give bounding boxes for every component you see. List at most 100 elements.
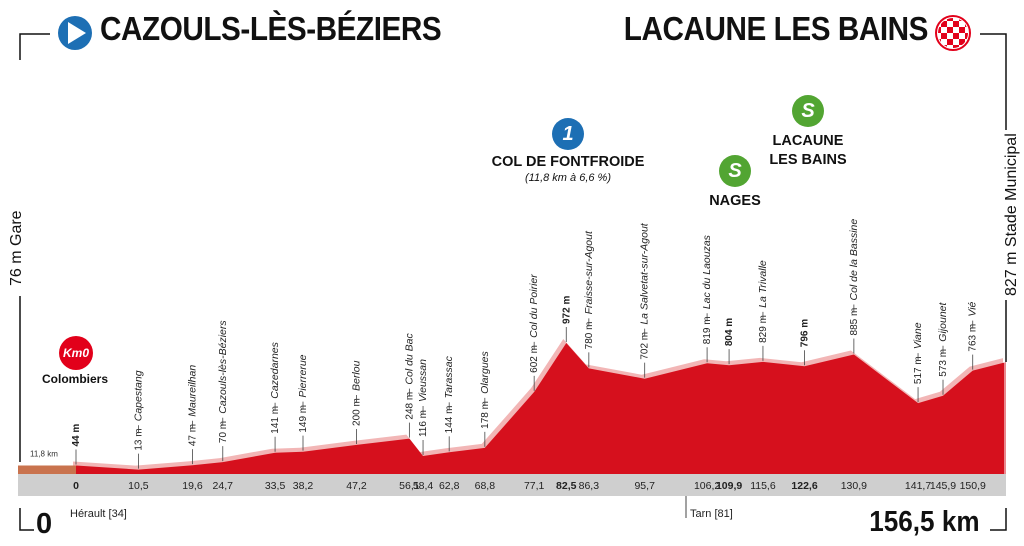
profile-fill bbox=[76, 343, 1006, 474]
waypoint-6: 200 m Berlou 47,2 bbox=[346, 360, 367, 492]
check-square bbox=[947, 39, 953, 45]
waypoint-km: 77,1 bbox=[524, 480, 545, 492]
check-square bbox=[938, 27, 941, 33]
frame-bottom-left bbox=[19, 508, 34, 531]
climb-col-de-fontfroide: COL DE FONTFROIDE (11,8 km à 6,6 %) bbox=[492, 153, 645, 185]
waypoint-9: 144 m Tarassac 62,8 bbox=[439, 355, 460, 492]
waypoint-km: 109,9 bbox=[716, 480, 742, 492]
check-square bbox=[953, 21, 959, 27]
check-square bbox=[941, 33, 947, 39]
play-icon bbox=[68, 22, 86, 44]
waypoint-16: 804 m 109,9 bbox=[716, 318, 742, 492]
waypoint-0: 44 m 0 bbox=[71, 424, 82, 492]
km0-place: Colombiers bbox=[42, 372, 109, 386]
waypoint-19: 885 m Col de la Bassine 130,9 bbox=[841, 219, 867, 492]
waypoint-altitude: 44 m bbox=[71, 424, 82, 447]
waypoint-name: Maureilhan bbox=[186, 365, 198, 417]
climb-details: (11,8 km à 6,6 %) bbox=[524, 172, 611, 184]
waypoint-name: Olargues bbox=[479, 350, 491, 393]
waypoint-km: 62,8 bbox=[439, 480, 460, 492]
waypoint-km: 122,6 bbox=[791, 480, 817, 492]
waypoint-km: 141,7 bbox=[905, 480, 931, 492]
waypoint-name: Capestang bbox=[132, 370, 144, 421]
waypoint-km: 0 bbox=[73, 480, 79, 492]
waypoint-14: 702 m La Salvetat-sur-Agout 95,7 bbox=[634, 222, 655, 492]
waypoint-km: 38,2 bbox=[293, 480, 314, 492]
waypoint-altitude: 885 m bbox=[849, 308, 860, 336]
waypoint-18: 796 m 122,6 bbox=[791, 319, 817, 492]
waypoint-altitude: 141 m bbox=[270, 406, 281, 434]
check-square bbox=[953, 33, 959, 39]
finish-town-title: LACAUNE LES BAINS bbox=[623, 10, 929, 47]
waypoint-km: 82,5 bbox=[556, 480, 577, 492]
check-square bbox=[959, 39, 965, 45]
waypoint-5: 149 m Pierrerue 38,2 bbox=[293, 354, 314, 492]
waypoint-name: Cazedarnes bbox=[269, 341, 281, 398]
waypoint-altitude: 517 m bbox=[913, 356, 924, 384]
finish-point-label: 827 m Stade Municipal bbox=[1003, 133, 1020, 296]
waypoint-altitude: 573 m bbox=[938, 349, 949, 377]
start-point-label: 76 m Gare bbox=[8, 210, 25, 286]
waypoint-km: 33,5 bbox=[265, 480, 286, 492]
waypoint-name: Col du Poirier bbox=[528, 274, 540, 338]
km0-badge: Km0 bbox=[59, 336, 93, 370]
waypoint-7: 248 m Col du Bac 56,1 bbox=[399, 332, 420, 492]
sprint-nages-label: NAGES bbox=[709, 193, 761, 209]
waypoint-name: Fraisse-sur-Agout bbox=[583, 230, 595, 314]
waypoint-km: 106,2 bbox=[694, 480, 720, 492]
waypoint-altitude: 602 m bbox=[529, 345, 540, 373]
waypoint-name: Viane bbox=[912, 322, 924, 349]
waypoint-20: 517 m Viane 141,7 bbox=[905, 322, 931, 492]
check-square bbox=[959, 27, 965, 33]
waypoint-name: Gijounet bbox=[937, 301, 949, 341]
neutral-section bbox=[18, 465, 76, 474]
check-square bbox=[941, 21, 947, 27]
waypoint-name: Col de la Bassine bbox=[848, 219, 860, 301]
waypoint-name: Vieussan bbox=[417, 359, 429, 402]
waypoint-4: 141 m Cazedarnes 33,5 bbox=[265, 341, 286, 492]
start-finish-icons bbox=[58, 15, 971, 51]
waypoint-km: 56,1 bbox=[399, 480, 420, 492]
waypoint-2: 47 m Maureilhan 19,6 bbox=[182, 365, 203, 492]
waypoint-13: 780 m Fraisse-sur-Agout 86,3 bbox=[579, 230, 600, 492]
start-town-title: CAZOULS-LÈS-BÉZIERS bbox=[100, 10, 442, 47]
waypoint-21: 573 m Gijounet 145,9 bbox=[930, 301, 956, 492]
frame-top-left bbox=[19, 33, 50, 60]
waypoint-altitude: 144 m bbox=[444, 406, 455, 434]
check-square bbox=[965, 33, 968, 39]
department-herault: Hérault [34] bbox=[70, 508, 127, 520]
check-square bbox=[947, 27, 953, 33]
waypoint-altitude: 149 m bbox=[298, 405, 309, 433]
waypoint-1: 13 m Capestang 10,5 bbox=[128, 370, 149, 492]
waypoint-name: Berlou bbox=[350, 360, 362, 391]
frame-top-right bbox=[980, 33, 1007, 130]
waypoint-3: 70 m Cazouls-lès-Béziers 24,7 bbox=[213, 320, 234, 492]
waypoint-km: 10,5 bbox=[128, 480, 149, 492]
waypoint-km: 24,7 bbox=[213, 480, 234, 492]
total-distance: 156,5 km bbox=[869, 506, 980, 538]
waypoint-altitude: 47 m bbox=[187, 424, 198, 446]
check-square bbox=[947, 18, 953, 21]
distance-strip bbox=[18, 474, 1006, 496]
waypoint-altitude: 178 m bbox=[480, 401, 491, 429]
waypoint-altitude: 248 m bbox=[404, 392, 415, 420]
sprint-badge-nages: S bbox=[719, 155, 751, 187]
waypoint-name: Pierrerue bbox=[297, 354, 309, 397]
waypoint-name: La Salvetat-sur-Agout bbox=[639, 222, 651, 324]
check-square bbox=[938, 18, 941, 21]
sprint-lacaune-line1: LACAUNE bbox=[772, 133, 844, 149]
waypoint-altitude: 702 m bbox=[640, 332, 651, 360]
kom-badge-1: 1 bbox=[552, 118, 584, 150]
neutral-km-label: 11,8 km bbox=[30, 450, 58, 459]
frame-lines bbox=[19, 33, 1007, 531]
profile-area: 11,8 km bbox=[18, 339, 1006, 496]
waypoint-10: 178 m Olargues 68,8 bbox=[475, 350, 496, 492]
waypoint-altitude: 780 m bbox=[584, 322, 595, 350]
waypoint-altitude: 116 m bbox=[418, 410, 429, 437]
waypoint-name: Vié bbox=[967, 301, 979, 316]
waypoint-km: 58,4 bbox=[413, 480, 434, 492]
waypoint-name: Col du Bac bbox=[403, 332, 415, 384]
waypoint-altitude: 829 m bbox=[758, 315, 769, 343]
waypoint-17: 829 m La Trivalle 115,6 bbox=[750, 260, 776, 492]
